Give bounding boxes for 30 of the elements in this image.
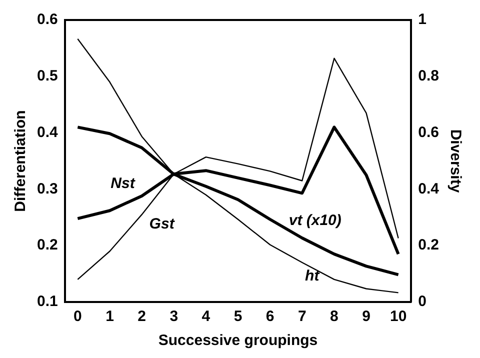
x-tick-label: 3 — [170, 308, 178, 326]
y-tick-label: 0.1 — [36, 293, 58, 310]
x-tick-label: 6 — [266, 308, 274, 326]
y-tick-label: 0.6 — [36, 11, 58, 28]
x-tick-label: 2 — [138, 308, 146, 326]
y-tick-label: 0.3 — [36, 180, 58, 198]
x-tick-label: 10 — [390, 308, 407, 326]
x-axis-title: Successive groupings — [158, 332, 318, 350]
y-axis-title: Differentiation — [12, 110, 30, 212]
y2-axis-title: Diversity — [446, 129, 464, 194]
y-tick-label: 0.4 — [36, 124, 58, 141]
x-tick-label: 9 — [362, 308, 370, 326]
x-tick-label: 0 — [74, 308, 82, 326]
series-label: Nst — [110, 174, 136, 192]
x-tick-label: 4 — [202, 308, 211, 326]
x-tick-label: 1 — [106, 308, 114, 326]
x-tick-label: 7 — [298, 308, 306, 326]
series-label: vt (x10) — [288, 212, 342, 230]
series-label: Gst — [149, 216, 176, 233]
y2-tick-label: 0.4 — [418, 180, 440, 198]
y2-tick-label: 0 — [418, 293, 426, 310]
y-tick-label: 0.2 — [36, 236, 58, 254]
x-tick-label: 8 — [330, 308, 338, 326]
y-tick-label: 0.5 — [36, 68, 58, 85]
series-label: ht — [305, 268, 320, 285]
y2-tick-label: 1 — [418, 11, 426, 28]
y2-tick-label: 0.8 — [418, 68, 440, 85]
x-tick-label: 5 — [234, 308, 242, 326]
y2-tick-label: 0.6 — [418, 124, 440, 141]
y2-tick-label: 0.2 — [418, 236, 440, 254]
